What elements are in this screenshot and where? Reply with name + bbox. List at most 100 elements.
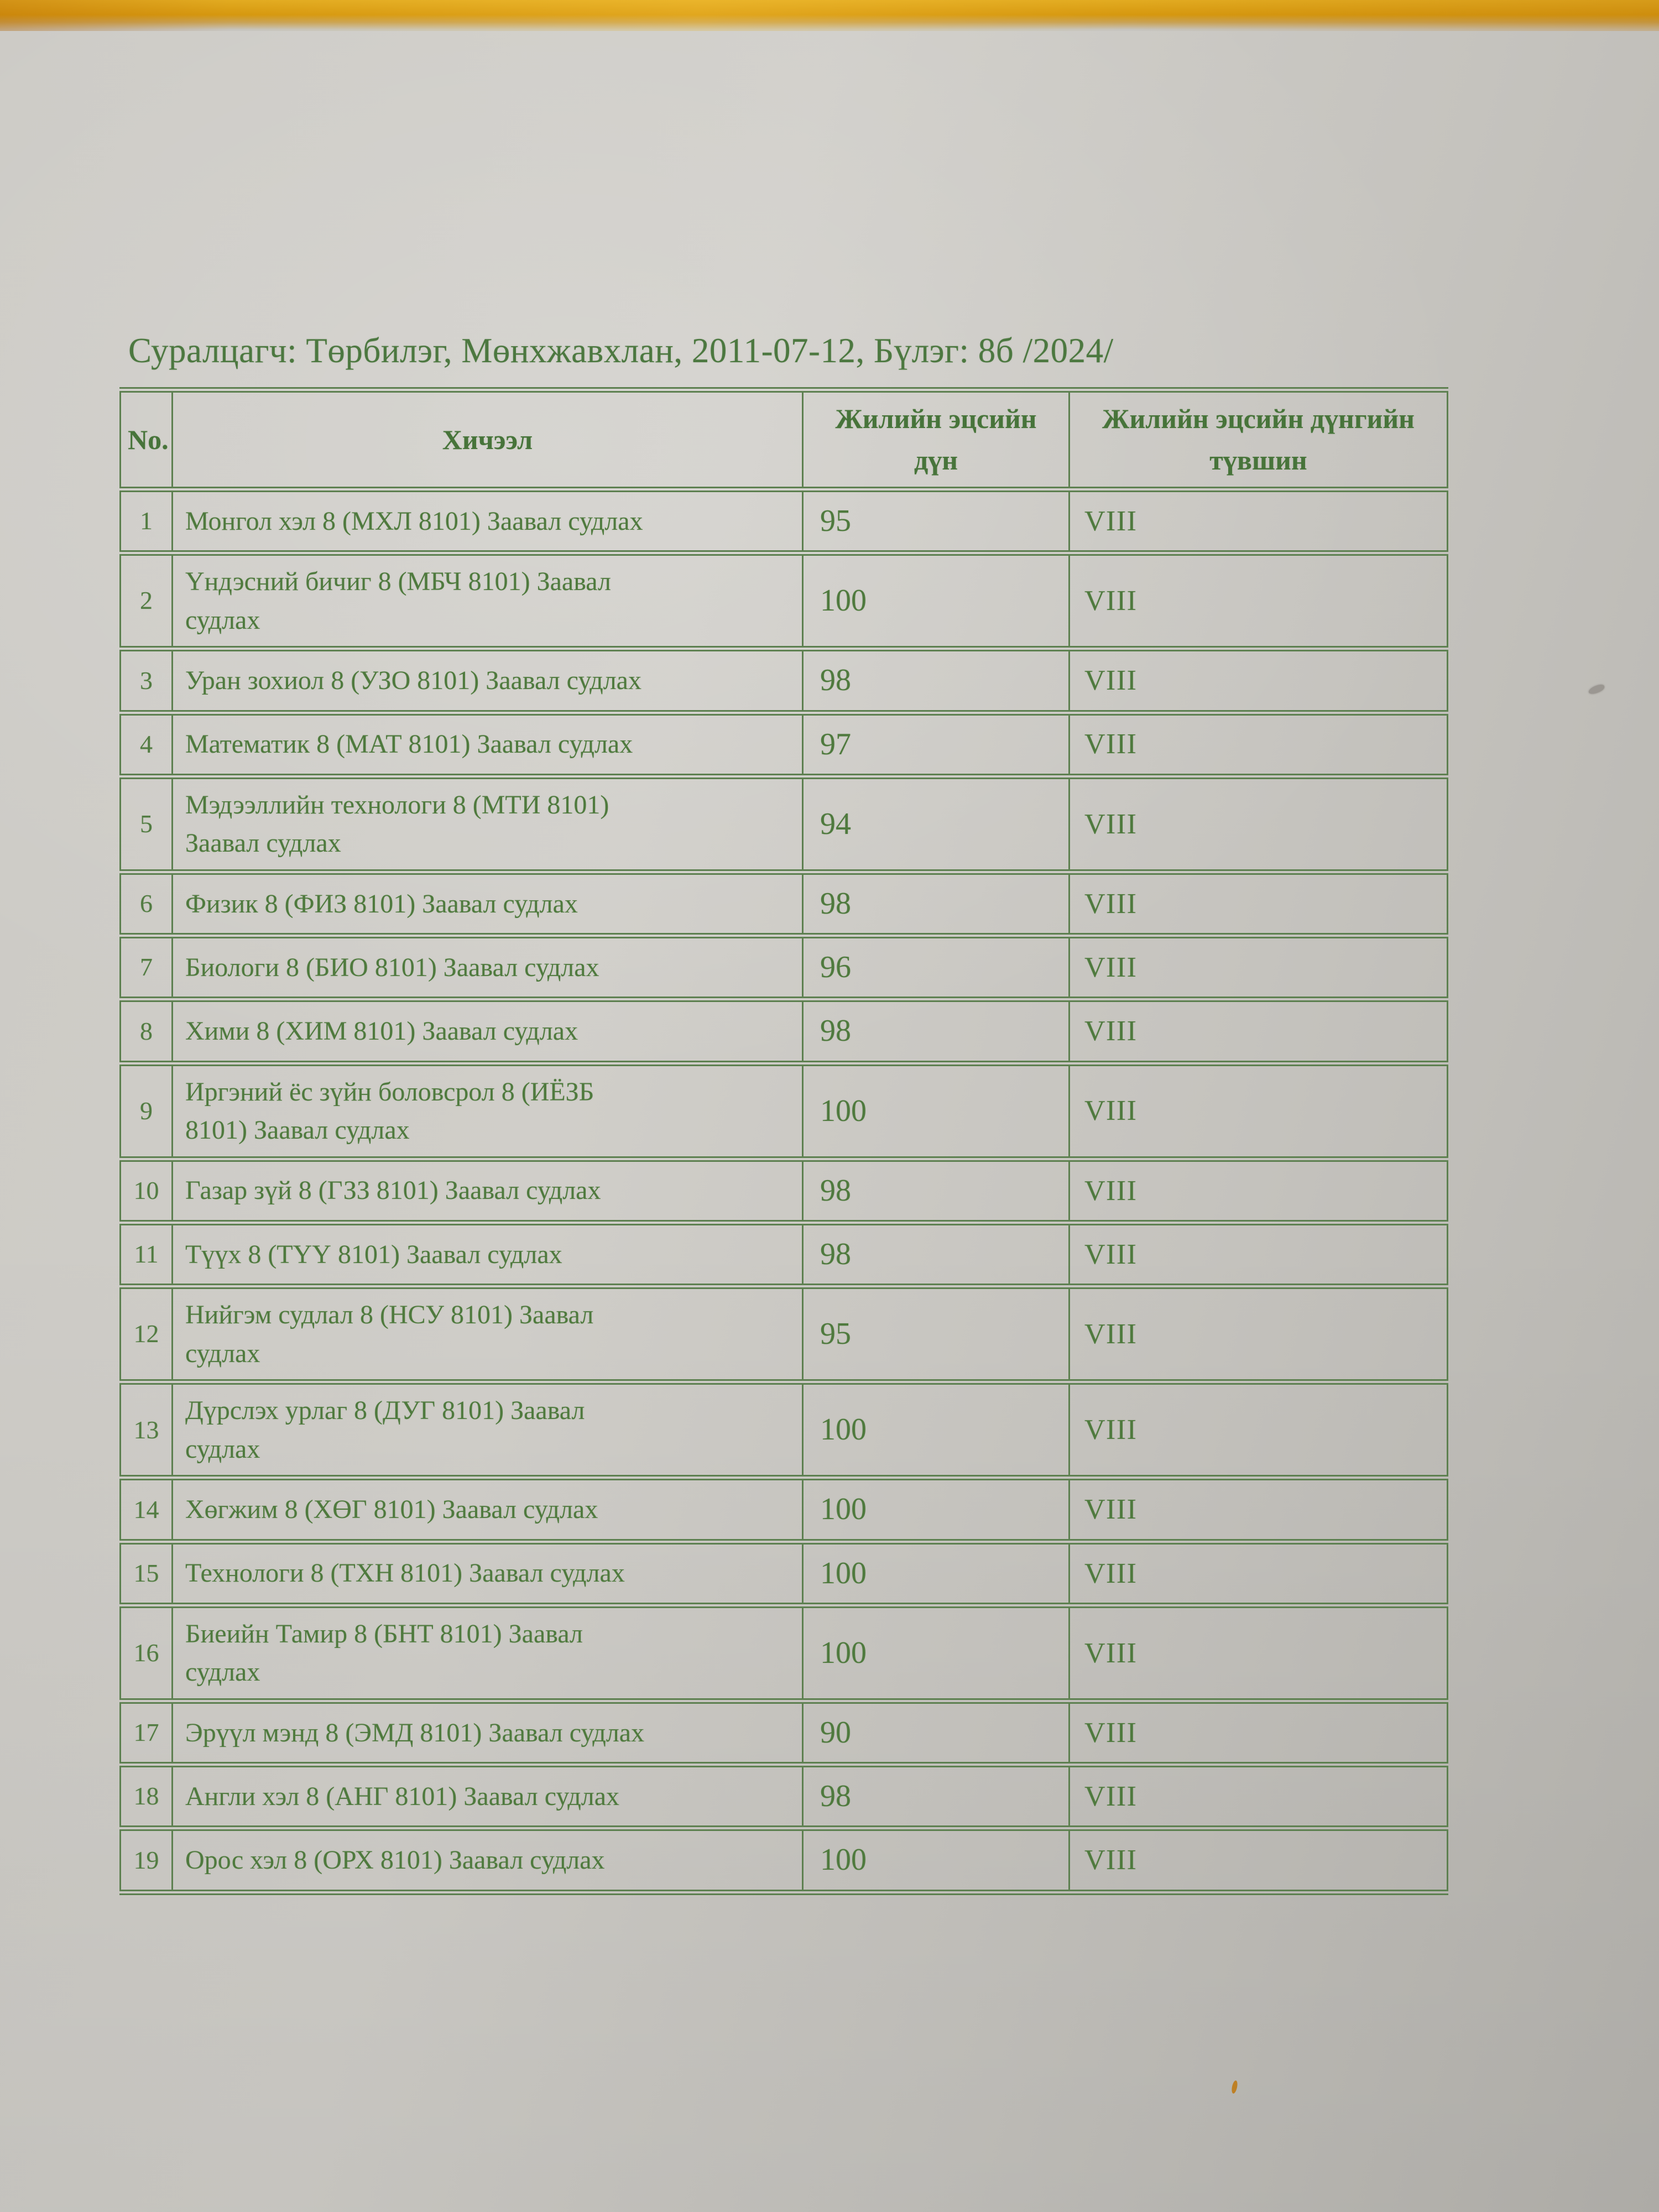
tabletop-surface <box>0 0 1659 31</box>
table-row: 7 Биологи 8 (БИО 8101) Заавал судлах 96 … <box>119 933 1448 1003</box>
score-cell: 100 <box>802 1825 1070 1895</box>
paper-speck <box>1230 2080 1239 2094</box>
table-row: 17 Эрүүл мэнд 8 (ЭМД 8101) Заавал судлах… <box>119 1698 1448 1768</box>
table-row: 13 Дүрслэх урлаг 8 (ДУГ 8101) Заавал суд… <box>119 1379 1448 1481</box>
header-score-cell: Жилийн эцсийн дүн <box>802 387 1070 492</box>
level-cell: VIII <box>1068 1762 1448 1832</box>
table-row: 3 Уран зохиол 8 (УЗО 8101) Заавал судлах… <box>119 646 1448 716</box>
table-row: 2 Үндэсний бичиг 8 (МБЧ 8101) Заавал суд… <box>119 550 1448 652</box>
subject-cell: Дүрслэх урлаг 8 (ДУГ 8101) Заавал судлах <box>171 1379 804 1481</box>
row-number-cell: 8 <box>119 997 173 1066</box>
score-cell: 98 <box>802 646 1070 716</box>
table-row: 8 Хими 8 (ХИМ 8101) Заавал судлах 98 VII… <box>119 997 1448 1066</box>
level-cell: VIII <box>1068 550 1448 652</box>
table-row: 9 Иргэний ёс зүйн боловсрол 8 (ИЁЗБ 8101… <box>119 1060 1448 1162</box>
score-cell: 100 <box>802 1060 1070 1162</box>
level-cell: VIII <box>1068 1602 1448 1704</box>
row-number-cell: 12 <box>119 1284 173 1385</box>
row-number-cell: 11 <box>119 1219 173 1290</box>
level-cell: VIII <box>1068 1284 1448 1385</box>
row-number-cell: 10 <box>119 1156 173 1225</box>
table-row: 10 Газар зүй 8 (ГЗЗ 8101) Заавал судлах … <box>119 1156 1448 1225</box>
grades-table: No. Хичээл Жилийн эцсийн дүн Жилийн эцси… <box>119 387 1448 1895</box>
level-cell: VIII <box>1068 1379 1448 1481</box>
subject-cell: Биеийн Тамир 8 (БНТ 8101) Заавал судлах <box>171 1602 804 1704</box>
table-row: 11 Түүх 8 (ТҮҮ 8101) Заавал судлах 98 VI… <box>119 1219 1448 1290</box>
subject-cell: Нийгэм судлал 8 (НСУ 8101) Заавал судлах <box>171 1284 804 1385</box>
row-number-cell: 15 <box>119 1538 173 1608</box>
subject-cell: Хими 8 (ХИМ 8101) Заавал судлах <box>171 997 804 1066</box>
header-level-cell: Жилийн эцсийн дүнгийн түвшин <box>1068 387 1448 492</box>
score-cell: 94 <box>802 773 1070 875</box>
level-cell: VIII <box>1068 869 1448 939</box>
table-row: 4 Математик 8 (МАТ 8101) Заавал судлах 9… <box>119 709 1448 779</box>
subject-cell: Физик 8 (ФИЗ 8101) Заавал судлах <box>171 869 804 939</box>
subject-cell: Уран зохиол 8 (УЗО 8101) Заавал судлах <box>171 646 804 716</box>
score-cell: 98 <box>802 1219 1070 1290</box>
subject-cell: Үндэсний бичиг 8 (МБЧ 8101) Заавал судла… <box>171 550 804 652</box>
table-row: 12 Нийгэм судлал 8 (НСУ 8101) Заавал суд… <box>119 1284 1448 1385</box>
subject-cell: Монгол хэл 8 (МХЛ 8101) Заавал судлах <box>171 486 804 556</box>
score-cell: 100 <box>802 1538 1070 1608</box>
level-cell: VIII <box>1068 997 1448 1066</box>
level-cell: VIII <box>1068 773 1448 875</box>
subject-cell: Газар зүй 8 (ГЗЗ 8101) Заавал судлах <box>171 1156 804 1225</box>
paper-smudge <box>1587 683 1606 696</box>
score-cell: 100 <box>802 1379 1070 1481</box>
row-number-cell: 1 <box>119 486 173 556</box>
row-number-cell: 9 <box>119 1060 173 1162</box>
table-row: 18 Англи хэл 8 (АНГ 8101) Заавал судлах … <box>119 1762 1448 1832</box>
subject-cell: Биологи 8 (БИО 8101) Заавал судлах <box>171 933 804 1003</box>
level-cell: VIII <box>1068 1060 1448 1162</box>
row-number-cell: 3 <box>119 646 173 716</box>
level-cell: VIII <box>1068 1475 1448 1545</box>
score-cell: 98 <box>802 1762 1070 1832</box>
table-row: 15 Технологи 8 (ТХН 8101) Заавал судлах … <box>119 1538 1448 1608</box>
score-cell: 100 <box>802 1602 1070 1704</box>
row-number-cell: 2 <box>119 550 173 652</box>
header-no-cell: No. <box>119 387 173 492</box>
row-number-cell: 7 <box>119 933 173 1003</box>
score-cell: 98 <box>802 997 1070 1066</box>
student-info-line: Суралцагч: Төрбилэг, Мөнхжавхлан, 2011-0… <box>128 331 1114 370</box>
score-cell: 98 <box>802 869 1070 939</box>
level-cell: VIII <box>1068 1156 1448 1225</box>
subject-cell: Иргэний ёс зүйн боловсрол 8 (ИЁЗБ 8101) … <box>171 1060 804 1162</box>
table-header-row: No. Хичээл Жилийн эцсийн дүн Жилийн эцси… <box>119 387 1448 492</box>
score-cell: 90 <box>802 1698 1070 1768</box>
level-cell: VIII <box>1068 933 1448 1003</box>
score-cell: 97 <box>802 709 1070 779</box>
score-cell: 95 <box>802 486 1070 556</box>
row-number-cell: 13 <box>119 1379 173 1481</box>
row-number-cell: 6 <box>119 869 173 939</box>
score-cell: 95 <box>802 1284 1070 1385</box>
subject-cell: Англи хэл 8 (АНГ 8101) Заавал судлах <box>171 1762 804 1832</box>
subject-cell: Математик 8 (МАТ 8101) Заавал судлах <box>171 709 804 779</box>
grades-table-body: 1 Монгол хэл 8 (МХЛ 8101) Заавал судлах … <box>119 486 1448 1895</box>
subject-cell: Орос хэл 8 (ОРХ 8101) Заавал судлах <box>171 1825 804 1895</box>
table-row: 1 Монгол хэл 8 (МХЛ 8101) Заавал судлах … <box>119 486 1448 556</box>
level-cell: VIII <box>1068 1219 1448 1290</box>
score-cell: 98 <box>802 1156 1070 1225</box>
row-number-cell: 14 <box>119 1475 173 1545</box>
level-cell: VIII <box>1068 486 1448 556</box>
table-row: 19 Орос хэл 8 (ОРХ 8101) Заавал судлах 1… <box>119 1825 1448 1895</box>
level-cell: VIII <box>1068 1538 1448 1608</box>
subject-cell: Түүх 8 (ТҮҮ 8101) Заавал судлах <box>171 1219 804 1290</box>
score-cell: 100 <box>802 1475 1070 1545</box>
level-cell: VIII <box>1068 1698 1448 1768</box>
subject-cell: Технологи 8 (ТХН 8101) Заавал судлах <box>171 1538 804 1608</box>
row-number-cell: 16 <box>119 1602 173 1704</box>
score-cell: 96 <box>802 933 1070 1003</box>
row-number-cell: 18 <box>119 1762 173 1832</box>
row-number-cell: 4 <box>119 709 173 779</box>
subject-cell: Мэдээллийн технологи 8 (МТИ 8101) Заавал… <box>171 773 804 875</box>
table-row: 6 Физик 8 (ФИЗ 8101) Заавал судлах 98 VI… <box>119 869 1448 939</box>
table-row: 16 Биеийн Тамир 8 (БНТ 8101) Заавал судл… <box>119 1602 1448 1704</box>
row-number-cell: 17 <box>119 1698 173 1768</box>
table-row: 5 Мэдээллийн технологи 8 (МТИ 8101) Заав… <box>119 773 1448 875</box>
row-number-cell: 19 <box>119 1825 173 1895</box>
level-cell: VIII <box>1068 709 1448 779</box>
level-cell: VIII <box>1068 646 1448 716</box>
